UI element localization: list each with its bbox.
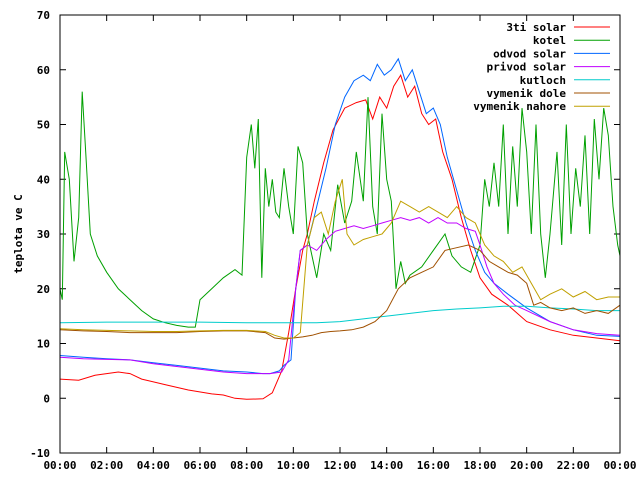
legend-label: kutloch: [520, 74, 566, 87]
legend-label: odvod solar: [493, 47, 566, 60]
legend-label: kotel: [533, 34, 566, 47]
y-tick-label: -10: [30, 447, 50, 460]
series-line-vymenik-dole: [59, 244, 621, 340]
x-tick-label: 22:00: [557, 459, 590, 472]
x-tick-label: 06:00: [183, 459, 216, 472]
series-line-odvod-solar: [59, 57, 621, 375]
x-tick-label: 04:00: [137, 459, 170, 472]
y-tick-label: 60: [37, 64, 50, 77]
x-tick-label: 20:00: [510, 459, 543, 472]
series-layer: [59, 57, 621, 400]
x-tick-label: 10:00: [277, 459, 310, 472]
y-tick-label: 0: [43, 392, 50, 405]
x-tick-label: 00:00: [43, 459, 76, 472]
series-line-vymenik-nahore: [59, 179, 620, 339]
legend-label: vymenik dole: [487, 87, 567, 100]
x-tick-label: 18:00: [463, 459, 496, 472]
legend-label: vymenik nahore: [473, 100, 566, 113]
plot-frame: [59, 14, 621, 454]
series-line-privod-solar: [59, 217, 621, 375]
y-tick-label: 50: [37, 119, 50, 132]
x-tick-label: 14:00: [370, 459, 403, 472]
series-line-kutloch: [59, 305, 620, 324]
axis-ticks: 00:00 02:00 04:00 06:00 08:00 10:00 12:00 14:00…: [30, 9, 636, 472]
series-line-3ti-solar: [59, 74, 621, 400]
x-tick-label: 08:00: [230, 459, 263, 472]
x-tick-label: 16:00: [417, 459, 450, 472]
y-tick-label: 70: [37, 9, 50, 22]
series-line-kotel: [59, 91, 621, 328]
legend-label: privod solar: [487, 61, 567, 74]
x-tick-label: 02:00: [90, 459, 123, 472]
y-tick-label: 20: [37, 283, 50, 296]
y-tick-label: 40: [37, 173, 50, 186]
x-tick-label: 00:00: [603, 459, 636, 472]
y-axis-label: teplota ve C: [12, 194, 25, 273]
y-tick-label: 10: [37, 338, 50, 351]
legend-label: 3ti solar: [506, 21, 566, 34]
x-tick-label: 12:00: [323, 459, 356, 472]
y-tick-label: 30: [37, 228, 50, 241]
